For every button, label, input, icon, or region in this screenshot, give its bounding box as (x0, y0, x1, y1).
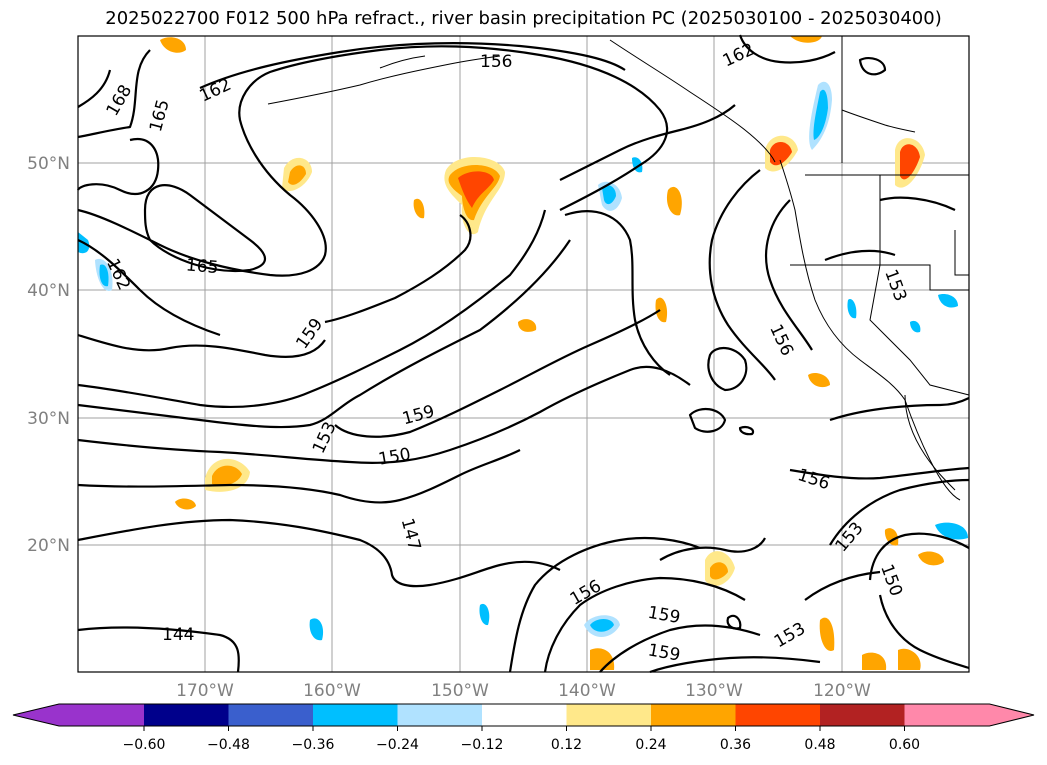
contour-label: 144 (162, 625, 194, 645)
positive-anomaly-patch (770, 141, 792, 166)
map-frame (77, 35, 970, 673)
positive-anomaly-patch (884, 528, 899, 546)
contour-label: 165 (185, 255, 219, 278)
lon-label-170w: 170°W (176, 681, 234, 701)
latitude-labels: 50°N 40°N 30°N 20°N (27, 154, 70, 556)
negative-anomaly-patch (938, 294, 958, 308)
positive-anomaly-patch (655, 297, 668, 323)
positive-anomaly-patch (160, 37, 186, 53)
contour-labels: 156 162 168 165 162 165 162 159 153 159 … (102, 40, 910, 666)
colorbar-segment (313, 704, 398, 726)
positive-anomaly-patch (458, 171, 494, 208)
colorbar-segment (228, 704, 313, 726)
positive-anomaly-patch (862, 652, 887, 670)
negative-anomaly-patch (910, 320, 921, 333)
colorbar-tick-label: −0.60 (123, 737, 166, 753)
colorbar-extend-high (989, 704, 1034, 726)
lat-label-40n: 40°N (27, 281, 70, 301)
positive-anomaly-patch (898, 648, 921, 670)
colorbar-segment (482, 704, 567, 726)
positive-anomaly-patch (900, 144, 920, 180)
lon-label-150w: 150°W (431, 681, 489, 701)
colorbar-segment (820, 704, 905, 726)
negative-anomaly-patch (590, 619, 614, 632)
gridlines (78, 36, 969, 672)
negative-anomaly-patch (813, 89, 828, 140)
lat-label-20n: 20°N (27, 536, 70, 556)
shaded-anomalies (78, 36, 968, 670)
colorbar-tick-label: −0.36 (292, 737, 335, 753)
colorbar-tick-label: 0.36 (720, 737, 751, 753)
negative-anomaly-patch (99, 264, 109, 287)
longitude-labels: 170°W 160°W 150°W 140°W 130°W 120°W (176, 681, 871, 701)
map-title: 2025022700 F012 500 hPa refract., river … (105, 8, 942, 29)
contour-label: 156 (480, 52, 512, 72)
map-background (78, 36, 969, 672)
negative-anomaly-patch (935, 522, 968, 540)
negative-anomaly-patch (847, 299, 857, 319)
colorbar-segment (566, 704, 651, 726)
lon-label-160w: 160°W (303, 681, 361, 701)
positive-anomaly-patch (413, 198, 425, 219)
lat-label-50n: 50°N (27, 154, 70, 174)
positive-anomaly-patch (175, 498, 196, 510)
negative-anomaly-patch (309, 618, 324, 641)
positive-anomaly-patch (790, 36, 822, 43)
positive-anomaly-patch (918, 551, 944, 566)
positive-anomaly-patch (288, 165, 306, 185)
positive-anomaly-patch (666, 186, 682, 216)
contour-lines (76, 34, 970, 674)
colorbar-extend-low (13, 704, 59, 726)
negative-anomaly-patch (602, 185, 616, 205)
positive-anomaly-patch (518, 319, 537, 332)
coastlines (267, 36, 970, 501)
colorbar-segment (397, 704, 482, 726)
colorbar: −0.60 −0.48 −0.36 −0.24 −0.12 0.12 0.24 … (12, 703, 1035, 753)
lon-label-120w: 120°W (813, 681, 871, 701)
colorbar-tick-label: −0.24 (376, 737, 419, 753)
colorbar-outline (12, 703, 1035, 727)
colorbar-tick-label: 0.12 (551, 737, 582, 753)
positive-anomaly-patch (819, 617, 835, 651)
lat-label-30n: 30°N (27, 409, 70, 429)
colorbar-segment (651, 704, 736, 726)
colorbar-tick-label: 0.48 (804, 737, 835, 753)
negative-anomaly-patch (479, 603, 490, 626)
positive-anomaly-patch (212, 465, 242, 486)
colorbar-ticks (143, 726, 905, 731)
colorbar-segment (904, 704, 990, 726)
lon-label-130w: 130°W (685, 681, 743, 701)
lon-label-140w: 140°W (558, 681, 616, 701)
colorbar-segment (144, 704, 229, 726)
colorbar-tick-label: −0.12 (461, 737, 504, 753)
positive-anomaly-patch (808, 373, 830, 388)
colorbar-tick-label: 0.60 (889, 737, 920, 753)
colorbar-segment (735, 704, 820, 726)
colorbar-tick-label: 0.24 (635, 737, 666, 753)
colorbar-segment (59, 704, 144, 726)
colorbar-tick-label: −0.48 (207, 737, 250, 753)
positive-anomaly-patch (710, 562, 728, 580)
